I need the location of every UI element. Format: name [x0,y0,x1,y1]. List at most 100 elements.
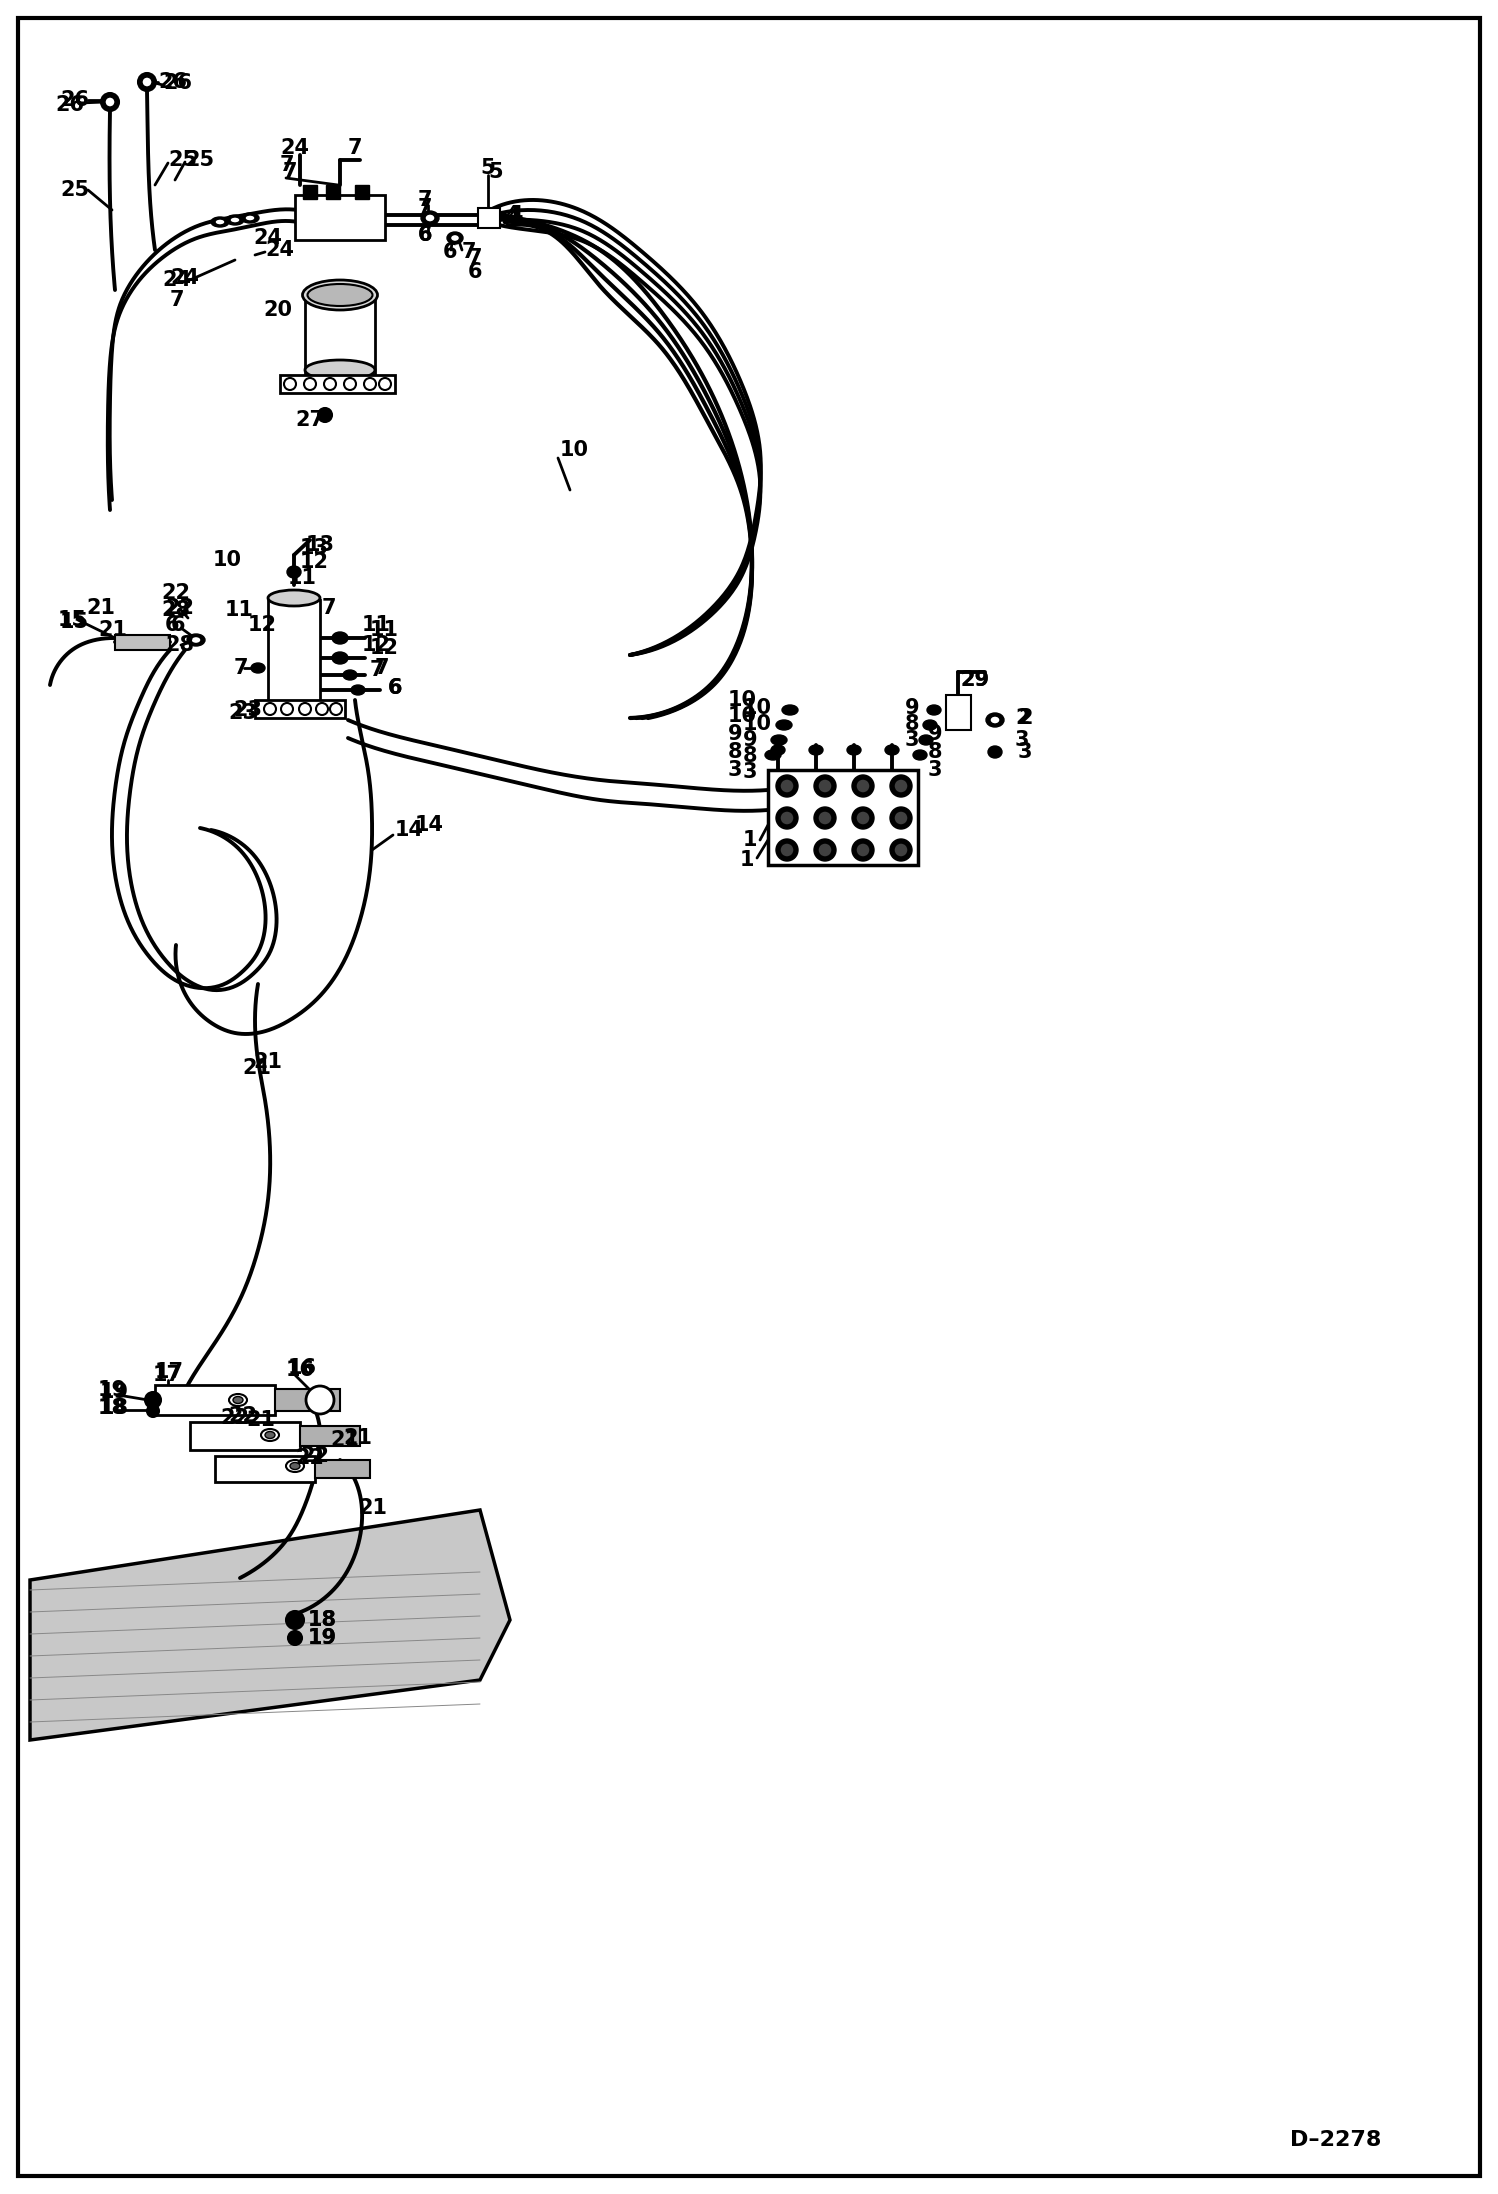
Text: 19: 19 [309,1628,337,1648]
Circle shape [818,812,831,825]
Text: 17: 17 [153,1365,181,1384]
Ellipse shape [192,636,201,643]
Circle shape [894,779,908,792]
Text: 3: 3 [927,759,942,781]
Ellipse shape [771,746,785,755]
Text: 5: 5 [488,162,503,182]
Circle shape [138,72,156,90]
Text: 15: 15 [58,610,87,630]
Circle shape [852,838,873,860]
Text: 8: 8 [728,742,743,761]
Text: 2: 2 [1019,709,1032,728]
Circle shape [813,807,836,829]
Text: 26: 26 [157,72,187,92]
Text: 5: 5 [479,158,494,178]
Circle shape [142,77,151,88]
Circle shape [264,702,276,715]
Text: 18: 18 [309,1610,337,1630]
Ellipse shape [231,217,240,224]
Circle shape [890,807,912,829]
Circle shape [890,774,912,796]
Text: 11: 11 [370,621,398,641]
Text: 21: 21 [85,599,115,619]
Text: 7: 7 [169,290,184,309]
Bar [190,1422,300,1450]
Text: 22: 22 [295,1448,324,1468]
Text: 16: 16 [288,1358,318,1378]
Ellipse shape [241,213,259,224]
Text: 6: 6 [388,678,403,698]
Text: 19: 19 [309,1628,337,1648]
Text: 20: 20 [264,301,292,320]
Text: 7: 7 [348,138,363,158]
Ellipse shape [261,1428,279,1441]
Polygon shape [30,1509,509,1740]
Bar [216,1457,315,1481]
Ellipse shape [216,219,225,226]
Circle shape [780,812,794,825]
Text: 19: 19 [100,1382,129,1402]
Text: 2: 2 [1016,709,1029,728]
Bar [315,1459,370,1479]
Ellipse shape [343,669,357,680]
Text: 12: 12 [300,553,330,573]
Circle shape [776,807,798,829]
Circle shape [288,1630,303,1646]
Ellipse shape [765,750,780,759]
Circle shape [780,779,794,792]
Bar [478,208,500,228]
Text: 6: 6 [418,226,433,246]
Text: 18: 18 [97,1398,127,1417]
Circle shape [894,842,908,858]
Text: 22: 22 [220,1409,249,1428]
Text: D–2278: D–2278 [1290,2130,1381,2150]
Text: 7: 7 [374,658,389,678]
Text: 3: 3 [743,761,758,781]
Circle shape [318,408,333,421]
Ellipse shape [252,663,265,674]
Circle shape [304,377,316,391]
Ellipse shape [776,720,792,731]
Text: 7: 7 [418,191,433,211]
Ellipse shape [246,215,255,222]
Text: 3: 3 [1019,742,1032,761]
Text: 26: 26 [163,72,192,92]
Text: 6: 6 [388,678,403,698]
Bar [355,184,369,200]
Text: 7: 7 [467,248,482,268]
Text: 29: 29 [960,669,989,689]
Ellipse shape [425,215,434,222]
Circle shape [100,92,118,112]
Circle shape [145,1391,160,1409]
Text: 24: 24 [280,138,309,158]
Ellipse shape [291,1463,300,1470]
Ellipse shape [187,634,205,645]
Text: 12: 12 [370,638,398,658]
Circle shape [285,377,297,391]
Ellipse shape [333,652,348,665]
Ellipse shape [990,715,1001,724]
Ellipse shape [333,632,348,645]
Text: 29: 29 [960,669,989,689]
Text: 10: 10 [743,698,771,717]
Text: 28: 28 [165,634,195,656]
Text: 24: 24 [253,228,282,248]
Circle shape [894,812,908,825]
Text: 24: 24 [265,239,294,261]
Text: 10: 10 [213,551,243,570]
Bar [295,195,385,239]
Ellipse shape [989,746,1002,757]
Circle shape [855,812,870,825]
Circle shape [345,377,357,391]
Text: 22: 22 [228,1406,258,1426]
Circle shape [306,1387,334,1413]
Text: 21: 21 [358,1499,386,1518]
Text: 11: 11 [363,614,391,634]
Text: 7: 7 [280,156,295,176]
Text: 9: 9 [927,724,942,744]
Circle shape [813,838,836,860]
Text: 19: 19 [97,1380,127,1400]
Text: 22: 22 [165,599,195,619]
Text: 9: 9 [728,724,743,744]
Circle shape [105,97,115,108]
